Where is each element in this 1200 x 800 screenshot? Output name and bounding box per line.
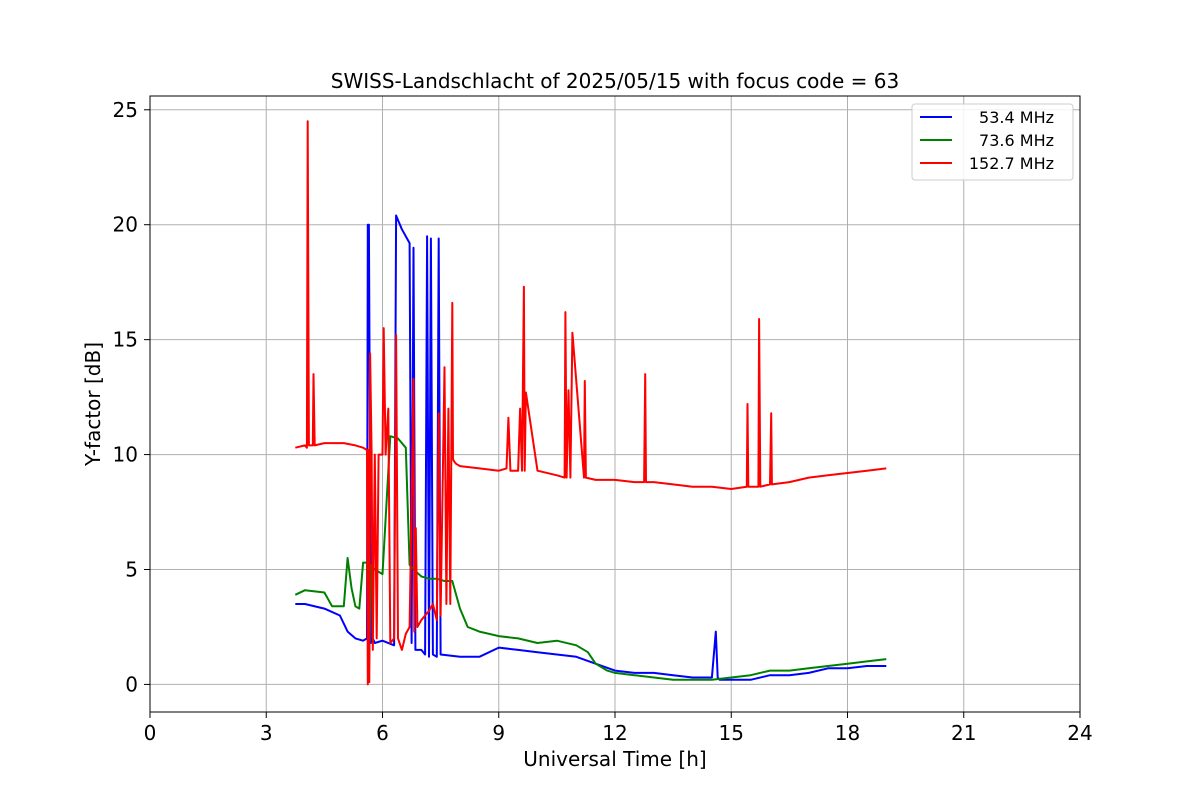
x-tick-label: 15	[719, 721, 744, 745]
legend-label: 53.4 MHz	[979, 108, 1054, 127]
y-axis-label: Y-factor [dB]	[81, 342, 105, 467]
chart-title: SWISS-Landschlacht of 2025/05/15 with fo…	[331, 69, 899, 93]
tick-layer: 0 3 6 9 12 15 18 21 24 0 5 10 15 20 25	[113, 98, 1093, 745]
x-tick-label: 6	[376, 721, 389, 745]
series-line-2	[295, 120, 887, 686]
y-tick-label: 10	[113, 443, 138, 467]
y-tick-label: 5	[125, 557, 138, 581]
y-tick-label: 25	[113, 98, 138, 122]
x-tick-label: 12	[602, 721, 627, 745]
y-tick-label: 0	[125, 672, 138, 696]
legend-label: 73.6 MHz	[979, 131, 1054, 150]
y-tick-label: 15	[113, 328, 138, 352]
x-tick-label: 3	[260, 721, 273, 745]
series-layer	[294, 120, 887, 686]
legend-box	[911, 103, 1074, 181]
y-tick-label: 20	[113, 213, 138, 237]
series-line-1	[294, 435, 887, 681]
legend: 53.4 MHz 73.6 MHz 152.7 MHz	[911, 103, 1074, 181]
legend-label: 152.7 MHz	[969, 154, 1054, 173]
x-tick-label: 18	[835, 721, 860, 745]
x-tick-label: 0	[144, 721, 157, 745]
x-tick-label: 24	[1067, 721, 1092, 745]
x-axis-label: Universal Time [h]	[523, 747, 706, 771]
x-tick-label: 21	[951, 721, 976, 745]
x-tick-label: 9	[492, 721, 505, 745]
